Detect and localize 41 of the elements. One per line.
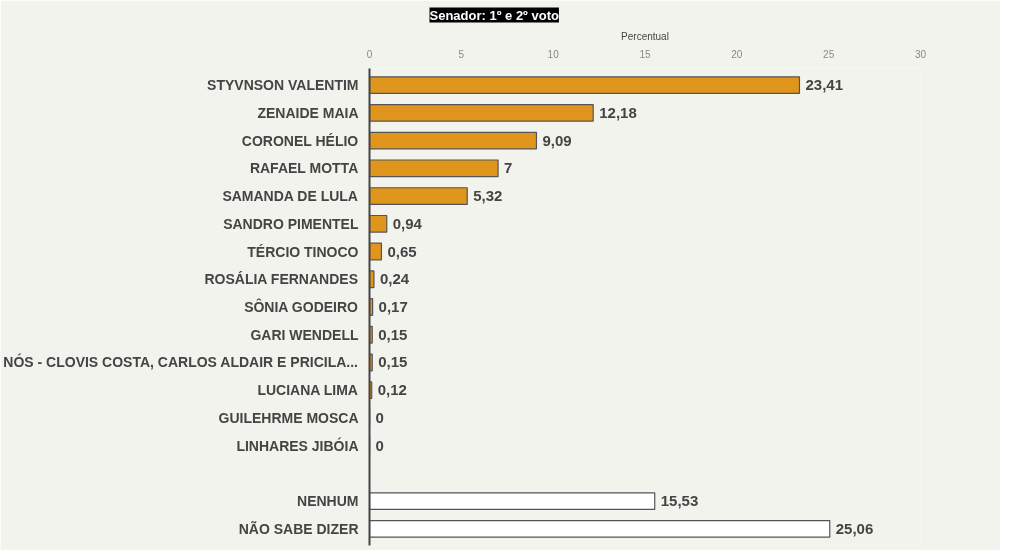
data-label: 0,17 [378,298,408,315]
data-label: 0,24 [379,270,410,288]
y-tick-label: GUILEHRME MOSCA [218,409,359,426]
y-tick-label: SAMANDA DE LULA [222,188,358,205]
y-tick-label: STYVNSON VALENTIM [207,77,359,94]
y-tick-label: NÃO SABE DIZER [238,519,359,537]
x-tick-label: 10 [547,48,560,60]
x-tick-label: 15 [639,48,651,60]
data-label: 0,12 [377,381,407,399]
y-tick-label: SANDRO PIMENTEL [223,215,359,232]
y-tick-label: ZENAIDE MAIA [257,104,359,121]
y-tick-label: SÔNIA GODEIRO [244,298,359,315]
y-tick-label: CORONEL HÉLIO [241,132,359,149]
data-label: 0,15 [378,325,408,343]
x-tick-label: 30 [914,48,927,60]
data-label: 0,94 [392,214,423,232]
y-tick-label: LINHARES JIBÓIA [236,436,359,454]
y-tick-label: ROSÁLIA FERNANDES [204,271,358,288]
y-tick-label: TÉRCIO TINOCO [247,243,359,260]
data-label: 0 [375,408,384,426]
data-label: 0 [375,436,384,454]
y-tick-label: NENHUM [297,493,359,510]
chart-title: Senador: 1º e 2º voto [429,7,559,23]
x-tick-label: 25 [823,48,835,60]
y-tick-label: LUCIANA LIMA [257,382,358,399]
data-label: 12,18 [599,103,637,121]
data-label: 15,53 [660,492,699,510]
data-label: 0,65 [387,242,417,260]
data-label: 9,09 [542,131,572,149]
data-label: 0,15 [378,353,408,371]
data-label: 23,41 [805,76,844,94]
data-label: 7 [504,159,513,177]
y-tick-label: GARI WENDELL [250,326,359,343]
data-label: 25,06 [835,519,874,537]
x-tick-label: 5 [458,48,465,60]
x-tick-label: 0 [366,48,373,60]
y-tick-label: RAFAEL MOTTA [249,160,359,177]
x-axis-title: Percentual [621,30,669,42]
y-tick-label: NÓS - CLOVIS COSTA, CARLOS ALDAIR E PRICILA... [3,353,358,371]
data-label: 5,32 [473,187,503,205]
x-tick-label: 20 [731,48,743,60]
